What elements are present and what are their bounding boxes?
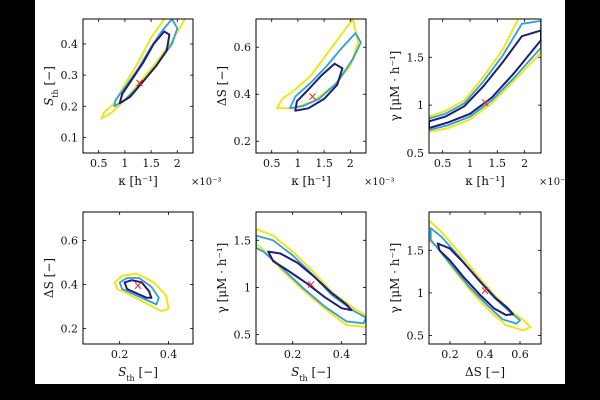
y-tick-label: 1.5 bbox=[407, 244, 425, 257]
x-tick-label: 0.2 bbox=[284, 348, 302, 361]
contour-blue bbox=[429, 20, 541, 131]
panel-1: × 0.5 1 1.5 2 0.1 0.2 0.3 0.4 κ [h⁻¹] ×10⁻³ Sth [−] bbox=[42, 18, 221, 188]
y-axis-label: Sth [−] bbox=[42, 66, 60, 106]
contour-navy bbox=[429, 29, 541, 130]
estimate-marker: × bbox=[135, 76, 145, 90]
x-axis-label: κ [h⁻¹] bbox=[118, 174, 158, 188]
x-tick-label: 0.4 bbox=[476, 348, 494, 361]
x-tick-label: 1 bbox=[466, 157, 473, 170]
x-tick-label: 0.4 bbox=[333, 348, 351, 361]
estimate-marker: × bbox=[480, 95, 490, 109]
x-tick-label: 0.6 bbox=[511, 348, 529, 361]
contour-group bbox=[113, 272, 170, 312]
panel-4: × 0.2 0.4 0.2 0.4 0.6 Sth [−] ΔS [−] bbox=[42, 211, 194, 383]
y-tick-label: 1 bbox=[244, 281, 251, 294]
x-tick-label: 2 bbox=[521, 157, 528, 170]
contour-blue bbox=[118, 277, 160, 306]
plot-area bbox=[429, 19, 541, 153]
x-axis-label: ΔS [−] bbox=[465, 365, 505, 379]
contour-blue bbox=[289, 32, 362, 110]
estimate-marker: × bbox=[306, 278, 316, 292]
x-axis-label: κ [h⁻¹] bbox=[465, 174, 505, 188]
x-axis-label: κ [h⁻¹] bbox=[291, 174, 331, 188]
estimate-marker: × bbox=[308, 90, 318, 104]
contour-yellow bbox=[113, 272, 170, 312]
panel-6: × 0.2 0.4 0.6 0.5 1 1.5 ΔS [−] γ [μM · h⁻¹] bbox=[388, 211, 542, 379]
y-tick-label: 0.5 bbox=[234, 329, 252, 342]
x-tick-label: 1.5 bbox=[142, 157, 160, 170]
plot-frame bbox=[82, 211, 194, 345]
plot-area bbox=[429, 212, 541, 344]
x-tick-label: 0.2 bbox=[441, 348, 459, 361]
y-tick-label: 0.2 bbox=[61, 323, 79, 336]
x-tick-label: 0.2 bbox=[111, 348, 129, 361]
y-tick-label: 0.4 bbox=[234, 88, 252, 101]
y-tick-label: 0.2 bbox=[61, 100, 79, 113]
x-tick-label: 2 bbox=[174, 157, 181, 170]
contour-blue bbox=[256, 234, 366, 325]
contour-group bbox=[429, 19, 541, 133]
y-tick-label: 1.5 bbox=[234, 234, 252, 247]
y-axis-label: γ [μM · h⁻¹] bbox=[388, 243, 402, 314]
x-axis-multiplier: ×10⁻³ bbox=[539, 177, 569, 188]
plot-frame bbox=[82, 18, 194, 154]
y-tick-label: 1.5 bbox=[407, 51, 425, 64]
contour-group bbox=[256, 228, 366, 328]
y-tick-label: 0.4 bbox=[61, 279, 79, 292]
x-tick-label: 0.5 bbox=[90, 157, 108, 170]
plot-frame bbox=[428, 18, 542, 154]
x-tick-label: 1 bbox=[294, 157, 301, 170]
y-axis-label: γ [μM · h⁻¹] bbox=[388, 51, 402, 122]
y-axis-label: γ [μM · h⁻¹] bbox=[215, 243, 229, 314]
contour-navy bbox=[267, 250, 353, 312]
contour-group bbox=[429, 219, 532, 332]
y-tick-label: 0.3 bbox=[61, 69, 79, 82]
x-axis-label: Sth [−] bbox=[291, 365, 331, 383]
y-tick-label: 0.5 bbox=[407, 329, 425, 342]
y-tick-label: 0.6 bbox=[61, 235, 79, 248]
y-tick-label: 0.5 bbox=[407, 147, 425, 160]
estimate-marker: × bbox=[133, 279, 143, 293]
x-tick-label: 2 bbox=[347, 157, 354, 170]
y-tick-label: 0.1 bbox=[61, 131, 79, 144]
contour-navy bbox=[436, 242, 514, 316]
panel-2: × 0.5 1 1.5 2 0.2 0.4 0.6 κ [h⁻¹] ×10⁻³ ΔS [−] bbox=[215, 18, 394, 188]
x-tick-label: 1.5 bbox=[489, 157, 507, 170]
y-axis-label: ΔS [−] bbox=[215, 66, 229, 106]
contour-navy bbox=[294, 62, 344, 112]
x-tick-label: 0.5 bbox=[434, 157, 452, 170]
y-tick-label: 0.2 bbox=[234, 135, 252, 148]
y-tick-label: 1 bbox=[417, 99, 424, 112]
x-tick-label: 0.4 bbox=[160, 348, 178, 361]
contour-group bbox=[100, 19, 187, 120]
y-tick-label: 0.4 bbox=[61, 38, 79, 51]
plot-frame bbox=[255, 211, 367, 345]
plot-frame bbox=[255, 18, 367, 154]
x-axis-label: Sth [−] bbox=[118, 365, 158, 383]
y-tick-label: 1 bbox=[417, 287, 424, 300]
estimate-marker: × bbox=[480, 283, 490, 297]
y-axis-label: ΔS [−] bbox=[42, 258, 56, 298]
contour-group bbox=[276, 19, 362, 112]
x-axis-multiplier: ×10⁻³ bbox=[364, 177, 394, 188]
x-tick-label: 1.5 bbox=[315, 157, 333, 170]
panel-5: × 0.2 0.4 0.5 1 1.5 Sth [−] γ [μM · h⁻¹] bbox=[215, 211, 367, 383]
x-axis-multiplier: ×10⁻³ bbox=[191, 177, 221, 188]
contour-navy bbox=[118, 30, 171, 105]
contour-yellow bbox=[429, 19, 541, 133]
y-tick-label: 0.6 bbox=[234, 41, 252, 54]
x-tick-label: 1 bbox=[121, 157, 128, 170]
x-tick-label: 0.5 bbox=[263, 157, 281, 170]
panel-3: × 0.5 1 1.5 2 0.5 1 1.5 κ [h⁻¹] ×10⁻³ γ [μM · h⁻¹] bbox=[388, 18, 569, 188]
contour-navy bbox=[123, 279, 153, 299]
